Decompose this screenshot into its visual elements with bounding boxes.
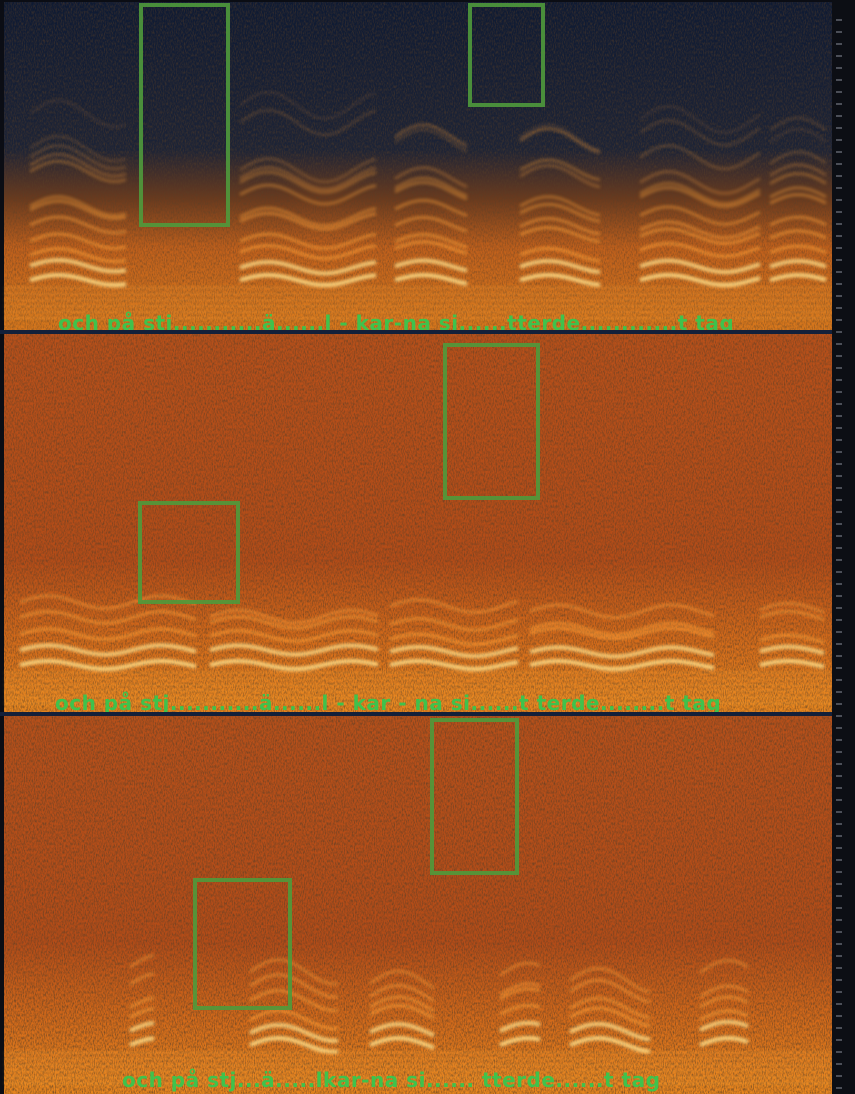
noise (4, 716, 832, 1094)
noise (4, 2, 832, 330)
caption: och på stj...........ä......l - kar - na… (55, 691, 721, 715)
panel-1: och på stj...........ä......l - kar-na s… (4, 2, 832, 335)
scale-background (832, 0, 855, 1094)
panel-2: och på stj...........ä......l - kar - na… (4, 334, 832, 715)
scale-strip (832, 0, 855, 1094)
divider (0, 712, 834, 716)
divider (0, 330, 834, 334)
panel-3: och på stj...ä.....lkar-na si...... tter… (4, 716, 832, 1094)
caption: och på stj...ä.....lkar-na si...... tter… (122, 1068, 660, 1092)
spectrogram-figure: och på stj...........ä......l - kar-na s… (0, 0, 855, 1094)
